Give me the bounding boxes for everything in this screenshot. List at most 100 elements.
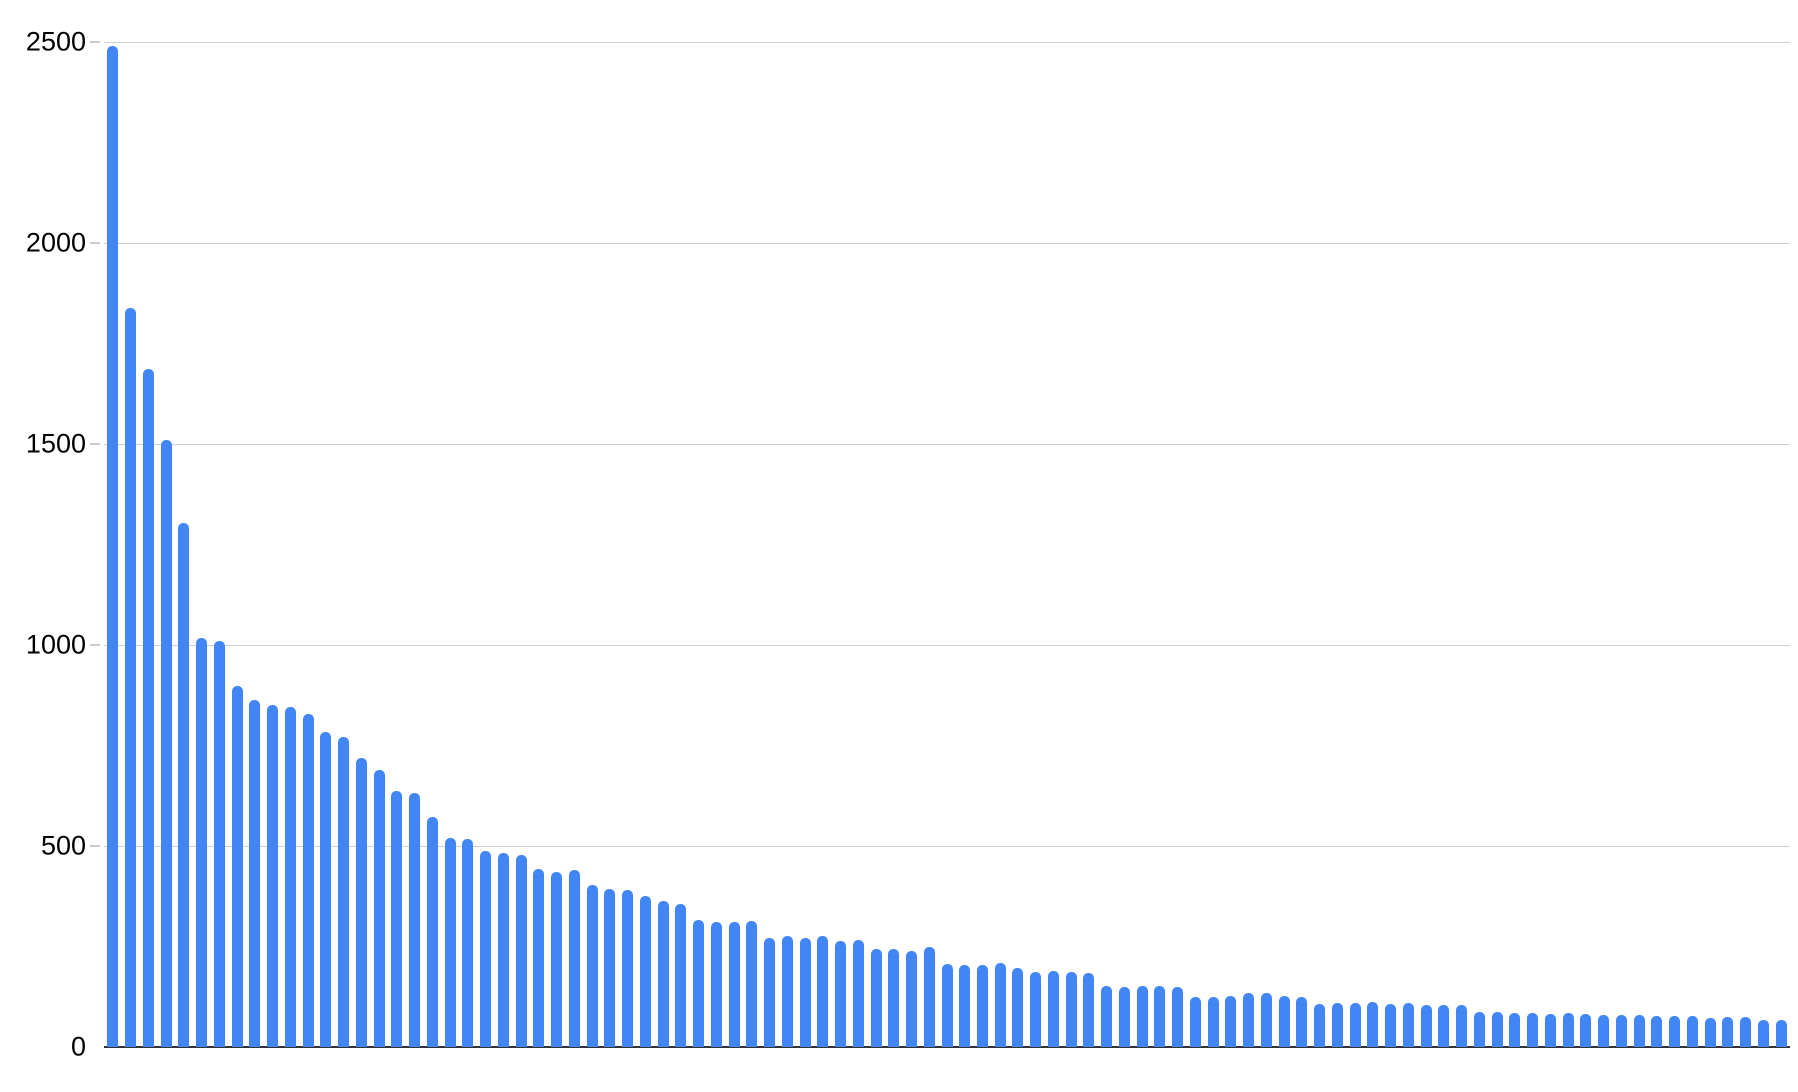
bar[interactable] — [267, 704, 278, 1047]
bar[interactable] — [853, 940, 864, 1047]
bar[interactable] — [1580, 1014, 1591, 1047]
bar[interactable] — [569, 869, 580, 1047]
bar[interactable] — [374, 769, 385, 1047]
bar[interactable] — [800, 938, 811, 1047]
bar-series — [104, 0, 1790, 1047]
bar[interactable] — [551, 871, 562, 1047]
y-tick-label: 2000 — [25, 227, 86, 258]
bar[interactable] — [391, 790, 402, 1047]
bar[interactable] — [640, 895, 651, 1047]
bar[interactable] — [178, 523, 189, 1047]
bar[interactable] — [196, 637, 207, 1047]
bar[interactable] — [1190, 996, 1201, 1047]
bar[interactable] — [1705, 1018, 1716, 1047]
bar[interactable] — [285, 707, 296, 1047]
bar[interactable] — [1492, 1012, 1503, 1047]
bar[interactable] — [1367, 1002, 1378, 1047]
bar[interactable] — [871, 948, 882, 1047]
bar[interactable] — [587, 884, 598, 1047]
bar[interactable] — [1083, 973, 1094, 1047]
bar[interactable] — [462, 838, 473, 1047]
bar[interactable] — [693, 920, 704, 1047]
bar[interactable] — [622, 890, 633, 1047]
bar[interactable] — [1137, 985, 1148, 1047]
bar[interactable] — [1261, 992, 1272, 1047]
bar[interactable] — [995, 963, 1006, 1047]
bar[interactable] — [604, 889, 615, 1047]
bar[interactable] — [533, 868, 544, 1047]
bar[interactable] — [977, 964, 988, 1047]
bar[interactable] — [1030, 972, 1041, 1047]
bar[interactable] — [427, 817, 438, 1047]
bar[interactable] — [1758, 1019, 1769, 1047]
bar[interactable] — [516, 854, 527, 1047]
bar[interactable] — [1101, 985, 1112, 1047]
bar[interactable] — [1438, 1004, 1449, 1047]
bar[interactable] — [1012, 967, 1023, 1047]
bar[interactable] — [675, 904, 686, 1047]
bar[interactable] — [480, 851, 491, 1047]
bar[interactable] — [1172, 986, 1183, 1047]
bar[interactable] — [1722, 1017, 1733, 1047]
bar[interactable] — [143, 369, 154, 1047]
bar[interactable] — [1456, 1005, 1467, 1047]
y-tick-label: 500 — [40, 830, 86, 861]
bar[interactable] — [658, 901, 669, 1047]
bar[interactable] — [1048, 970, 1059, 1047]
bar[interactable] — [498, 852, 509, 1047]
bar[interactable] — [1687, 1016, 1698, 1047]
bar[interactable] — [782, 936, 793, 1047]
bar[interactable] — [1545, 1014, 1556, 1047]
bar[interactable] — [906, 950, 917, 1047]
bar[interactable] — [1066, 972, 1077, 1047]
bar[interactable] — [214, 640, 225, 1047]
bar[interactable] — [409, 792, 420, 1047]
bar[interactable] — [1208, 997, 1219, 1047]
bar[interactable] — [1740, 1016, 1751, 1047]
bar[interactable] — [303, 714, 314, 1047]
bar[interactable] — [1421, 1005, 1432, 1047]
bar[interactable] — [924, 947, 935, 1047]
bar[interactable] — [711, 921, 722, 1047]
bar[interactable] — [764, 938, 775, 1047]
bar[interactable] — [1119, 986, 1130, 1047]
bar[interactable] — [1154, 985, 1165, 1047]
bar[interactable] — [125, 308, 136, 1047]
bar[interactable] — [1527, 1012, 1538, 1047]
bar[interactable] — [1651, 1015, 1662, 1047]
bar[interactable] — [1563, 1013, 1574, 1047]
bar[interactable] — [445, 837, 456, 1047]
bar[interactable] — [746, 920, 757, 1047]
bar[interactable] — [1243, 993, 1254, 1047]
bar[interactable] — [1279, 995, 1290, 1047]
bar[interactable] — [1616, 1014, 1627, 1047]
bar[interactable] — [1634, 1014, 1645, 1047]
bar[interactable] — [1314, 1004, 1325, 1047]
bar[interactable] — [959, 964, 970, 1047]
bar[interactable] — [356, 758, 367, 1047]
bar[interactable] — [1350, 1002, 1361, 1047]
bar[interactable] — [942, 963, 953, 1047]
bar[interactable] — [338, 736, 349, 1047]
bar[interactable] — [1296, 997, 1307, 1047]
bar[interactable] — [1403, 1002, 1414, 1047]
bar[interactable] — [835, 941, 846, 1047]
plot-area — [104, 0, 1790, 1047]
bar[interactable] — [1385, 1004, 1396, 1047]
bar[interactable] — [1509, 1013, 1520, 1047]
bar[interactable] — [1669, 1016, 1680, 1047]
bar[interactable] — [729, 922, 740, 1047]
bar[interactable] — [1474, 1011, 1485, 1047]
bar[interactable] — [249, 700, 260, 1047]
bar[interactable] — [320, 732, 331, 1047]
bar[interactable] — [888, 949, 899, 1047]
bar[interactable] — [1598, 1014, 1609, 1047]
bar[interactable] — [1776, 1019, 1787, 1047]
bar[interactable] — [107, 46, 118, 1047]
bar[interactable] — [817, 936, 828, 1047]
bar[interactable] — [1332, 1002, 1343, 1047]
bar[interactable] — [232, 686, 243, 1047]
bar[interactable] — [161, 439, 172, 1047]
bar[interactable] — [1225, 995, 1236, 1047]
